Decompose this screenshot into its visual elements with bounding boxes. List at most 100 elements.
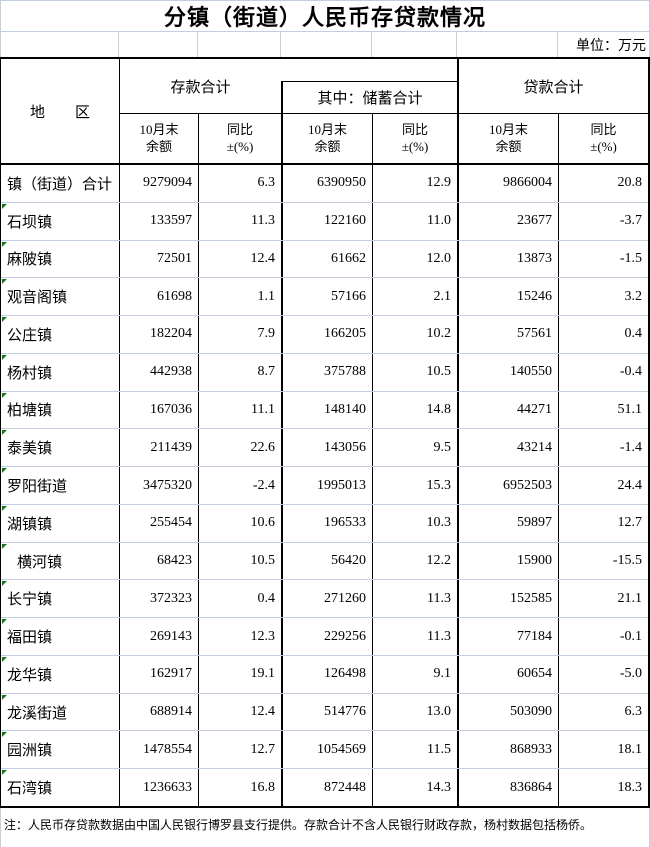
value-cell: 9279094 xyxy=(119,165,198,202)
value-cell: 3.2 xyxy=(558,278,648,316)
unit-label: 单位：万元 xyxy=(576,38,646,54)
value-cell: 6952503 xyxy=(457,467,558,504)
value-cell: 0.4 xyxy=(198,580,281,618)
value-cell: 6390950 xyxy=(281,165,372,202)
value-cell: 2.1 xyxy=(372,278,457,316)
region-cell comment-flag-icon: 长宁镇 xyxy=(1,580,119,617)
table-row: 柏塘镇 167036 11.1 148140 14.8 44271 51.1 xyxy=(1,391,648,430)
value-cell: 9.1 xyxy=(372,655,457,693)
value-cell: 1478554 xyxy=(119,731,198,769)
value-cell: 44271 xyxy=(457,391,558,429)
gridline-cell xyxy=(119,32,198,57)
table-row: 麻陂镇 72501 12.4 61662 12.0 13873 -1.5 xyxy=(1,240,648,279)
value-cell: 57166 xyxy=(281,278,372,316)
value-cell: -1.5 xyxy=(558,240,648,278)
subheader-deposit-balance: 10月末 余额 xyxy=(119,113,198,163)
header-deposits-group: 存款合计 xyxy=(119,59,281,113)
value-cell: 269143 xyxy=(119,618,198,655)
value-cell: 0.4 xyxy=(558,316,648,353)
value-cell: 148140 xyxy=(281,391,372,429)
value-cell: 15246 xyxy=(457,278,558,316)
table-row: 石湾镇 1236633 16.8 872448 14.3 836864 18.3 xyxy=(1,769,648,807)
region-cell comment-flag-icon: 公庄镇 xyxy=(1,316,119,353)
region-cell comment-flag-icon: 泰美镇 xyxy=(1,429,119,466)
value-cell: 503090 xyxy=(457,693,558,731)
table-header: 地 区 存款合计 其中：储蓄合计 贷款合计 10月末 余额 同比 ±(%) 10… xyxy=(1,59,648,165)
value-cell: 21.1 xyxy=(558,580,648,618)
region-cell comment-flag-icon: 龙华镇 xyxy=(1,656,119,693)
value-cell: 12.9 xyxy=(372,165,457,202)
value-cell: 126498 xyxy=(281,655,372,693)
value-cell: 23677 xyxy=(457,202,558,240)
value-cell: 271260 xyxy=(281,580,372,618)
value-cell: 14.8 xyxy=(372,391,457,429)
subheader-loan-balance: 10月末 余额 xyxy=(457,113,558,163)
value-cell: 7.9 xyxy=(198,316,281,353)
table-row: 龙华镇 162917 19.1 126498 9.1 60654 -5.0 xyxy=(1,655,648,694)
gridline-cell xyxy=(198,32,281,57)
value-cell: -0.1 xyxy=(558,618,648,655)
value-cell: 24.4 xyxy=(558,467,648,504)
subheader-deposit-yoy: 同比 ±(%) xyxy=(198,113,281,163)
value-cell: 12.0 xyxy=(372,240,457,278)
value-cell: 11.1 xyxy=(198,391,281,429)
value-cell: 13.0 xyxy=(372,693,457,731)
value-cell: 11.3 xyxy=(198,202,281,240)
value-cell: 18.3 xyxy=(558,769,648,807)
table-row: 长宁镇 372323 0.4 271260 11.3 152585 21.1 xyxy=(1,580,648,619)
value-cell: 10.6 xyxy=(198,504,281,542)
value-cell: 12.4 xyxy=(198,693,281,731)
value-cell: 1054569 xyxy=(281,731,372,769)
header-empty-strip xyxy=(281,59,457,81)
value-cell: 11.0 xyxy=(372,202,457,240)
value-cell: 68423 xyxy=(119,542,198,580)
subheader-loan-yoy: 同比 ±(%) xyxy=(558,113,648,163)
region-cell comment-flag-icon: 罗阳街道 xyxy=(1,467,119,504)
header-loans-group: 贷款合计 xyxy=(457,59,648,113)
subheader-savings-balance: 10月末 余额 xyxy=(281,113,372,163)
value-cell: 10.3 xyxy=(372,504,457,542)
value-cell: -2.4 xyxy=(198,467,281,504)
value-cell: 10.5 xyxy=(198,542,281,580)
value-cell: 15.3 xyxy=(372,467,457,504)
value-cell: 167036 xyxy=(119,391,198,429)
value-cell: 1.1 xyxy=(198,278,281,316)
value-cell: 1995013 xyxy=(281,467,372,504)
footnote: 注：人民币存贷款数据由中国人民银行博罗县支行提供。存款合计不含人民银行财政存款，… xyxy=(0,808,650,847)
table-row: 公庄镇 182204 7.9 166205 10.2 57561 0.4 xyxy=(1,316,648,354)
value-cell: 166205 xyxy=(281,316,372,353)
value-cell: 140550 xyxy=(457,353,558,391)
value-cell: -0.4 xyxy=(558,353,648,391)
value-cell: 255454 xyxy=(119,504,198,542)
table-row: 园洲镇 1478554 12.7 1054569 11.5 868933 18.1 xyxy=(1,731,648,770)
value-cell: 11.3 xyxy=(372,618,457,655)
value-cell: 1236633 xyxy=(119,769,198,807)
table-row: 罗阳街道 3475320 -2.4 1995013 15.3 6952503 24.4 xyxy=(1,467,648,505)
value-cell: 10.2 xyxy=(372,316,457,353)
table-body: 镇（街道）合计 9279094 6.3 6390950 12.9 9866004 20.8 石… xyxy=(1,165,648,807)
region-cell comment-flag-icon: 观音阁镇 xyxy=(1,278,119,315)
value-cell: 152585 xyxy=(457,580,558,618)
value-cell: 122160 xyxy=(281,202,372,240)
value-cell: 9866004 xyxy=(457,165,558,202)
value-cell: 60654 xyxy=(457,655,558,693)
value-cell: 10.5 xyxy=(372,353,457,391)
value-cell: 11.3 xyxy=(372,580,457,618)
region-cell comment-flag-icon: 湖镇镇 xyxy=(1,505,119,542)
header-savings-group: 其中：储蓄合计 xyxy=(281,81,457,113)
value-cell: -5.0 xyxy=(558,655,648,693)
value-cell: 133597 xyxy=(119,202,198,240)
table-row: 泰美镇 211439 22.6 143056 9.5 43214 -1.4 xyxy=(1,429,648,468)
table-row: 观音阁镇 61698 1.1 57166 2.1 15246 3.2 xyxy=(1,278,648,317)
value-cell: 211439 xyxy=(119,429,198,467)
table-row: 龙溪街道 688914 12.4 514776 13.0 503090 6.3 xyxy=(1,693,648,732)
value-cell: 18.1 xyxy=(558,731,648,769)
table-row: 福田镇 269143 12.3 229256 11.3 77184 -0.1 xyxy=(1,618,648,656)
value-cell: 375788 xyxy=(281,353,372,391)
gridline-cell xyxy=(372,32,457,57)
region-cell comment-flag-icon: 龙溪街道 xyxy=(1,694,119,731)
value-cell: 872448 xyxy=(281,769,372,807)
gridline-cell xyxy=(281,32,372,57)
table-row: 镇（街道）合计 9279094 6.3 6390950 12.9 9866004 20.8 xyxy=(1,165,648,203)
value-cell: 77184 xyxy=(457,618,558,655)
